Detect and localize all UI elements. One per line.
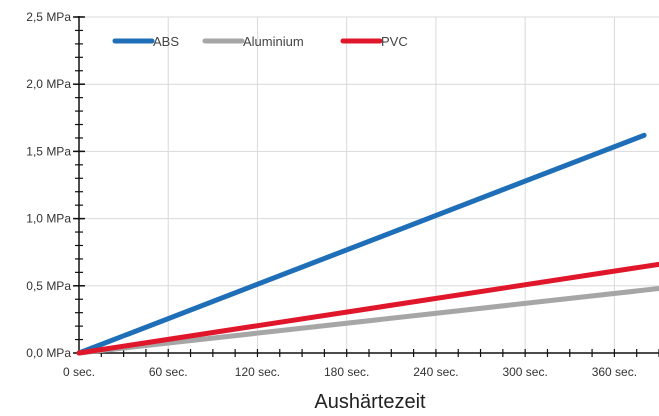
legend-item-aluminium: Aluminium [202, 34, 304, 49]
legend-label: Aluminium [243, 34, 304, 49]
legend: ABS Aluminium PVC [112, 34, 408, 49]
x-axis-title: Aushärtezeit [314, 391, 426, 413]
legend-label: ABS [153, 34, 179, 49]
y-tick-label: 0,0 MPa [26, 346, 71, 360]
legend-label: PVC [381, 34, 408, 49]
x-tick-label: 300 sec. [502, 365, 547, 379]
y-tick-label: 2,5 MPa [26, 10, 71, 24]
y-axis-ticks: 0,0 MPa 0,5 MPa 1,0 MPa 1,5 MPa 2,0 MPa 2,5 M… [26, 10, 85, 360]
axes [78, 16, 659, 354]
series-line-aluminium [76, 286, 659, 356]
x-tick-label: 240 sec. [413, 365, 458, 379]
x-tick-label: 60 sec. [149, 365, 188, 379]
x-tick-label: 360 sec. [592, 365, 637, 379]
x-axis-ticks: 0 sec. 60 sec. 120 sec. 180 sec. 240 sec. 300… [63, 349, 659, 379]
y-tick-label: 1,0 MPa [26, 212, 71, 226]
grid-lines [79, 16, 659, 353]
x-tick-label: 120 sec. [235, 365, 280, 379]
series-lines [76, 132, 659, 356]
y-tick-label: 0,5 MPa [26, 279, 71, 293]
y-tick-label: 1,5 MPa [26, 144, 71, 158]
legend-item-abs: ABS [112, 34, 179, 49]
x-tick-label: 180 sec. [324, 365, 369, 379]
y-tick-label: 2,0 MPa [26, 77, 71, 91]
series-line-abs [76, 132, 647, 356]
legend-item-pvc: PVC [340, 34, 408, 49]
x-tick-label: 0 sec. [63, 365, 95, 379]
series-line-pvc [76, 261, 659, 356]
